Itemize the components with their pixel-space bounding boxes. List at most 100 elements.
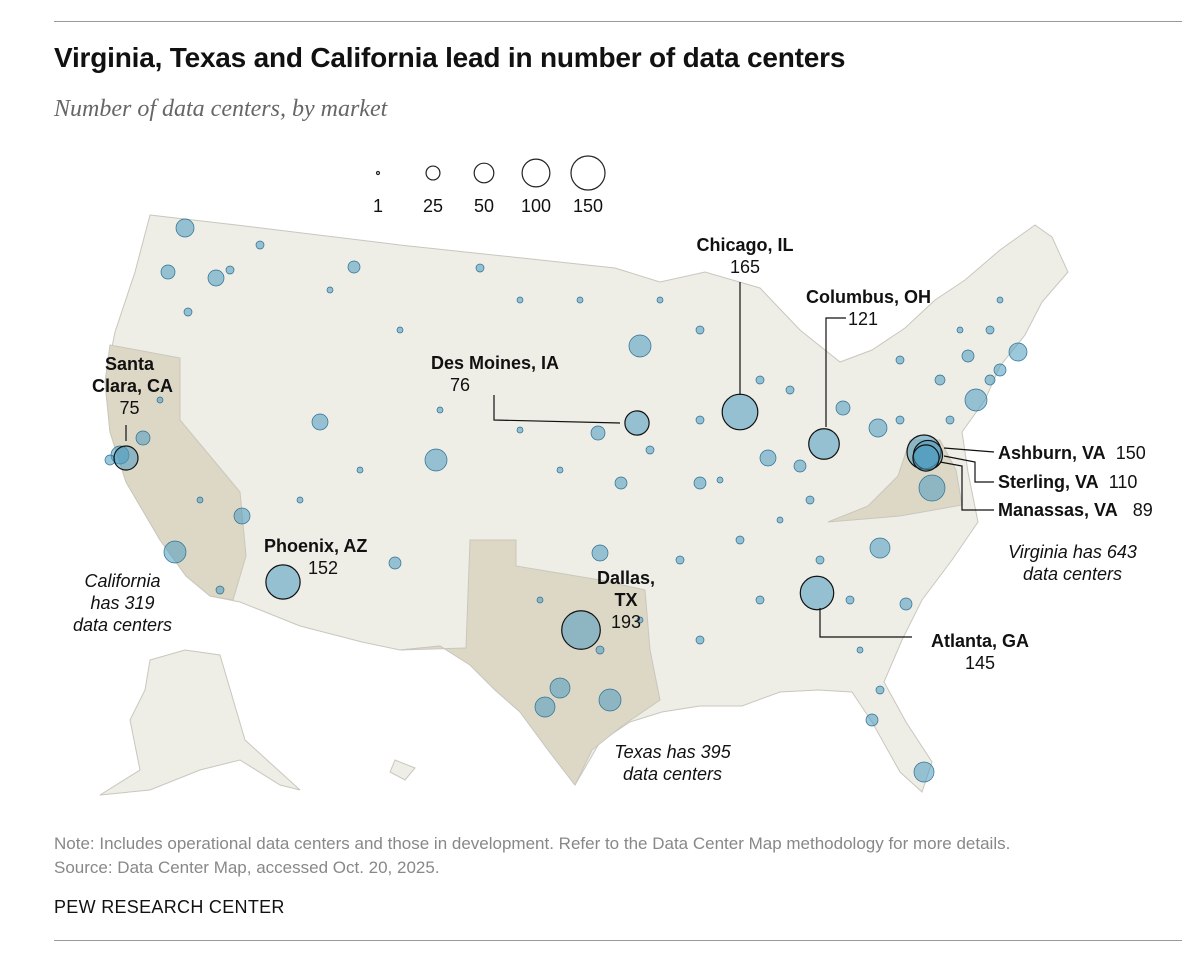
- market-bubble: [614, 476, 628, 490]
- market-bubble-manassas-va: [912, 444, 940, 472]
- market-bubble: [759, 449, 777, 467]
- label-atlanta: Atlanta, GA 145: [930, 631, 1029, 673]
- label-chicago: Chicago, IL 165: [696, 235, 794, 277]
- legend-circle: [473, 162, 495, 184]
- market-bubble: [695, 415, 705, 425]
- market-bubble: [556, 466, 564, 474]
- market-bubble: [656, 296, 664, 304]
- market-bubble: [961, 349, 975, 363]
- market-bubble: [536, 596, 544, 604]
- legend-circle: [570, 155, 606, 191]
- market-bubble: [675, 555, 685, 565]
- market-bubble: [225, 265, 235, 275]
- market-bubble: [785, 385, 795, 395]
- market-bubble: [934, 374, 946, 386]
- label-dallas: Dallas, TX 193: [596, 568, 656, 632]
- market-bubble: [945, 415, 955, 425]
- market-bubble: [805, 495, 815, 505]
- market-bubble: [793, 459, 807, 473]
- market-bubble: [755, 595, 765, 605]
- market-bubble: [984, 374, 996, 386]
- market-bubble: [590, 425, 606, 441]
- bottom-rule: [54, 940, 1182, 941]
- label-sterling: Sterling, VA 110: [998, 472, 1138, 492]
- market-bubble: [135, 430, 151, 446]
- market-bubble: [865, 713, 879, 727]
- market-bubble-columbus-oh: [808, 428, 840, 460]
- market-bubble: [695, 325, 705, 335]
- market-bubble: [1008, 342, 1028, 362]
- legend-label: 25: [422, 196, 444, 216]
- leader-line: [825, 317, 846, 427]
- market-bubble: [311, 413, 329, 431]
- market-bubble-santa-clara-ca: [113, 445, 139, 471]
- market-bubble: [175, 218, 195, 238]
- market-bubble: [964, 388, 988, 412]
- market-bubble: [207, 269, 225, 287]
- market-bubble: [591, 544, 609, 562]
- market-bubble-atlanta-ga: [799, 575, 835, 611]
- market-bubble: [628, 334, 652, 358]
- market-bubble: [163, 540, 187, 564]
- legend-label: 50: [473, 196, 495, 216]
- market-bubble: [196, 496, 204, 504]
- market-bubble: [516, 426, 524, 434]
- market-bubble: [985, 325, 995, 335]
- label-des-moines: Des Moines, IA 76: [430, 353, 560, 395]
- market-bubble: [424, 448, 448, 472]
- market-bubble-chicago-il: [721, 393, 759, 431]
- market-bubble: [215, 585, 225, 595]
- market-bubble: [598, 688, 622, 712]
- market-bubble: [716, 476, 724, 484]
- leader-line: [943, 447, 995, 453]
- market-bubble: [356, 466, 364, 474]
- state-california: [104, 344, 247, 601]
- state-texas: [399, 539, 661, 786]
- label-columbus: Columbus, OH 121: [806, 287, 931, 329]
- footer-source: Source: Data Center Map, accessed Oct. 2…: [54, 858, 440, 877]
- market-bubble: [895, 415, 905, 425]
- hawaii: [389, 759, 416, 781]
- market-bubble: [913, 761, 935, 783]
- market-bubble: [956, 326, 964, 334]
- market-bubble: [993, 363, 1007, 377]
- market-bubble: [868, 418, 888, 438]
- label-ashburn: Ashburn, VA 150: [998, 443, 1146, 463]
- market-bubble: [534, 696, 556, 718]
- leader-line: [943, 455, 994, 483]
- market-bubble-des-moines-ia: [624, 410, 650, 436]
- label-santa-clara: Santa Clara, CA 75: [92, 354, 174, 418]
- market-bubble: [693, 476, 707, 490]
- market-bubble: [645, 445, 655, 455]
- market-bubble: [695, 635, 705, 645]
- market-bubble-dallas-tx: [561, 610, 601, 650]
- legend-circle: [521, 158, 551, 188]
- market-bubble: [576, 296, 584, 304]
- leader-line: [939, 461, 994, 511]
- market-bubble: [326, 286, 334, 294]
- market-bubble: [895, 355, 905, 365]
- market-bubble: [996, 296, 1004, 304]
- market-bubble: [856, 646, 864, 654]
- market-bubble: [183, 307, 193, 317]
- market-bubble: [735, 535, 745, 545]
- alaska: [99, 649, 301, 796]
- market-bubble: [776, 516, 784, 524]
- footer: Note: Includes operational data centers …: [54, 832, 1010, 880]
- legend-label: 150: [572, 196, 604, 216]
- market-bubble: [475, 263, 485, 273]
- market-bubble: [918, 474, 946, 502]
- market-bubble: [549, 677, 571, 699]
- market-bubble: [396, 326, 404, 334]
- market-bubble: [899, 597, 913, 611]
- market-bubble: [875, 685, 885, 695]
- market-bubble: [233, 507, 251, 525]
- legend-circle: [425, 165, 441, 181]
- market-bubble: [835, 400, 851, 416]
- market-bubble: [255, 240, 265, 250]
- market-bubble: [347, 260, 361, 274]
- market-bubble: [845, 595, 855, 605]
- leader-line: [493, 395, 621, 424]
